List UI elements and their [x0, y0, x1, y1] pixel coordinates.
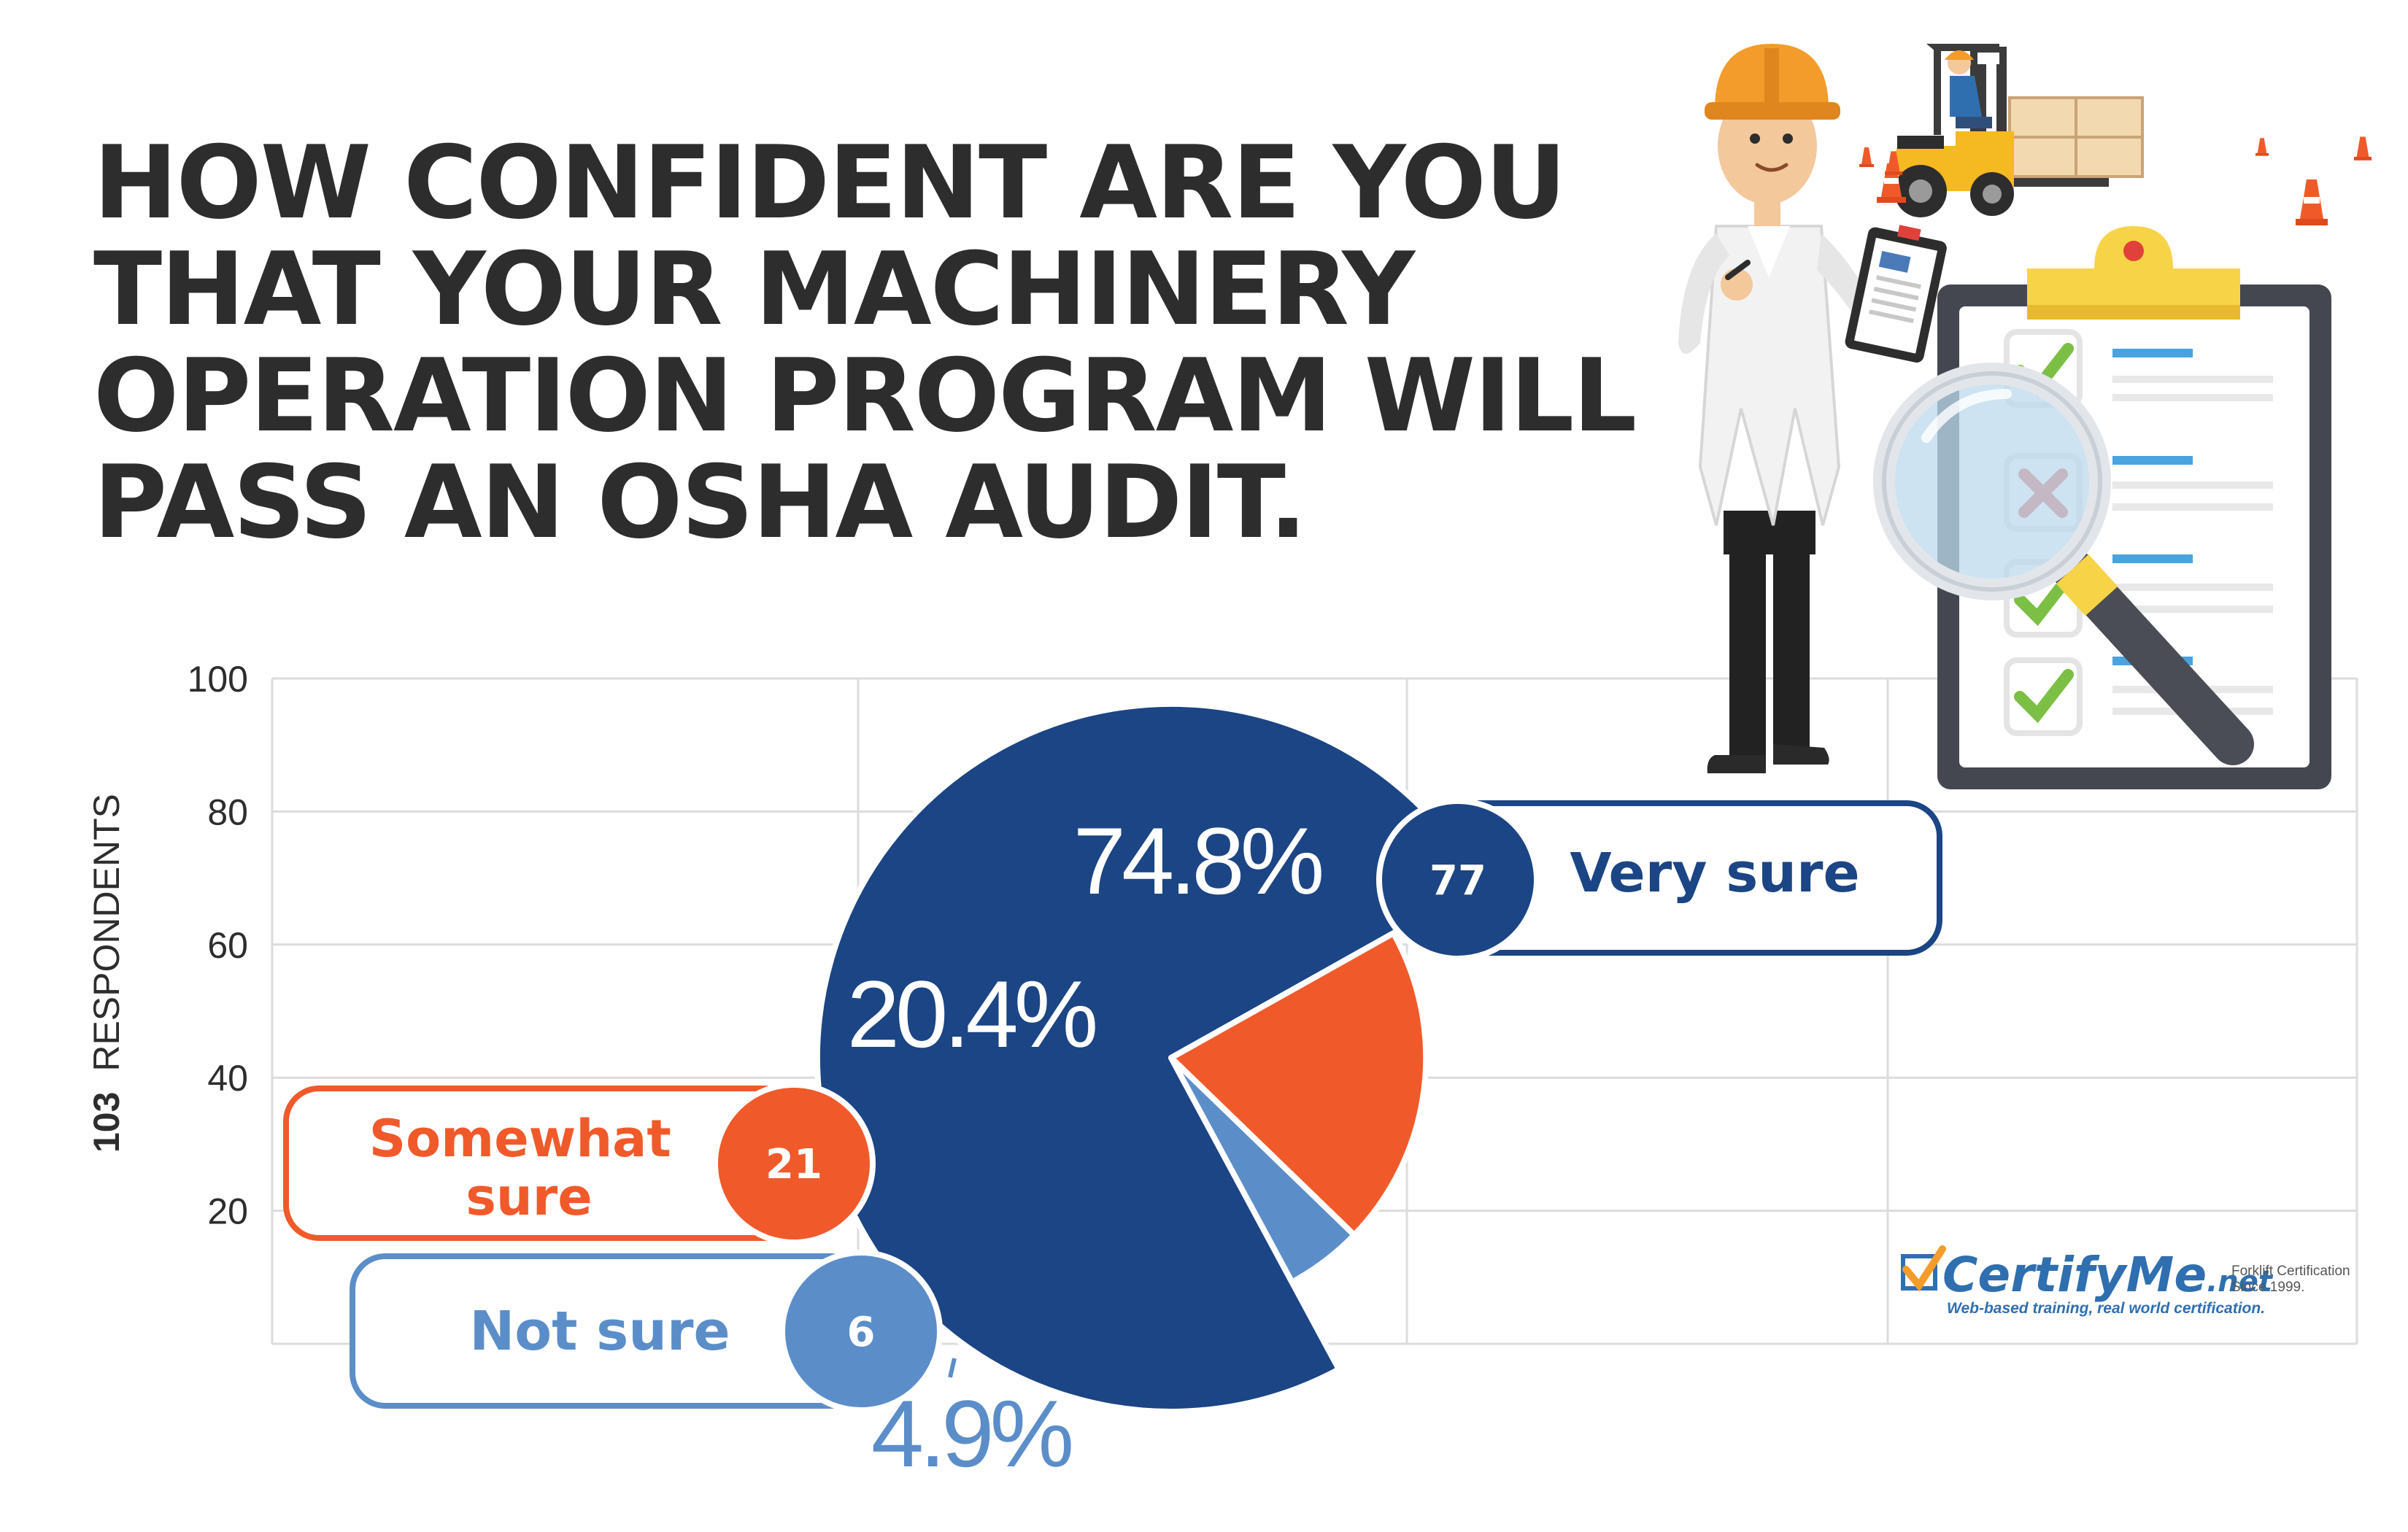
count-somewhat-sure: 21 [765, 1141, 822, 1188]
checkmark-icon [1902, 1245, 1946, 1292]
legend-label-line: Somewhat [369, 1109, 671, 1169]
count-badge-very-sure [1376, 798, 1540, 962]
respondent-count: 103 [86, 1092, 127, 1153]
page-title: HOW CONFIDENT ARE YOU THAT YOUR MACHINER… [93, 130, 1713, 556]
y-tick-label: 60 [207, 925, 248, 966]
forklift-icon [1894, 44, 2144, 217]
y-tick-label: 100 [188, 659, 248, 700]
magnifying-glass-icon [1873, 363, 2254, 765]
leader-line-not-sure [948, 1358, 957, 1378]
legend-label-very-sure: Very sure [1570, 842, 1859, 905]
logo-tagline: Web-based training, real world certifica… [1947, 1300, 2265, 1317]
count-not-sure: 6 [847, 1309, 876, 1356]
title-line: HOW CONFIDENT ARE YOU [93, 124, 1567, 241]
data-label-very-sure: 74.8% [1073, 808, 1321, 914]
count-badge-somewhat-sure [712, 1082, 876, 1245]
count-very-sure: 77 [1429, 857, 1486, 905]
pie-slice-not-sure [1168, 1055, 1357, 1285]
traffic-cone-icon [1859, 136, 2372, 225]
count-badge-not-sure [779, 1250, 943, 1413]
logo-side-text: Forklift Certification Since 1999. [2231, 1264, 2354, 1295]
y-tick-label: 20 [207, 1191, 248, 1232]
legend-label-not-sure: Not sure [469, 1300, 730, 1363]
legend-label-somewhat-sure: Somewhat sure [369, 1109, 690, 1227]
title-line: OPERATION PROGRAM WILL [93, 337, 1637, 454]
y-axis-label: 103 RESPONDENTS [86, 794, 127, 1153]
callout-very-sure: 77 Very sure [1376, 798, 1942, 962]
legend-label-line: sure [466, 1167, 593, 1227]
respondent-label: RESPONDENTS [86, 794, 127, 1072]
data-label-somewhat-sure: 20.4% [847, 961, 1095, 1067]
pie-chart [814, 700, 1483, 1415]
y-tick-label: 40 [207, 1058, 248, 1099]
certifyme-logo: CertifyMe.net Forklift Certification Sin… [1901, 1245, 2354, 1317]
pie-slice-somewhat-sure [1168, 930, 1429, 1238]
safety-inspector-icon [1678, 44, 1947, 773]
logo-brand: CertifyMe.net [1942, 1247, 2274, 1303]
callout-somewhat-sure: 21 Somewhat sure [283, 1082, 876, 1245]
callout-not-sure: 6 Not sure [350, 1250, 943, 1413]
y-axis-ticks: 100 80 60 40 20 [188, 659, 248, 1232]
title-line: PASS AN OSHA AUDIT. [93, 444, 1307, 561]
title-line: THAT YOUR MACHINERY [93, 231, 1415, 348]
y-tick-label: 80 [207, 792, 248, 832]
pie-labels: 74.8%20.4%4.9% [847, 808, 1326, 1487]
pie-slice-very-sure [814, 700, 1483, 1415]
